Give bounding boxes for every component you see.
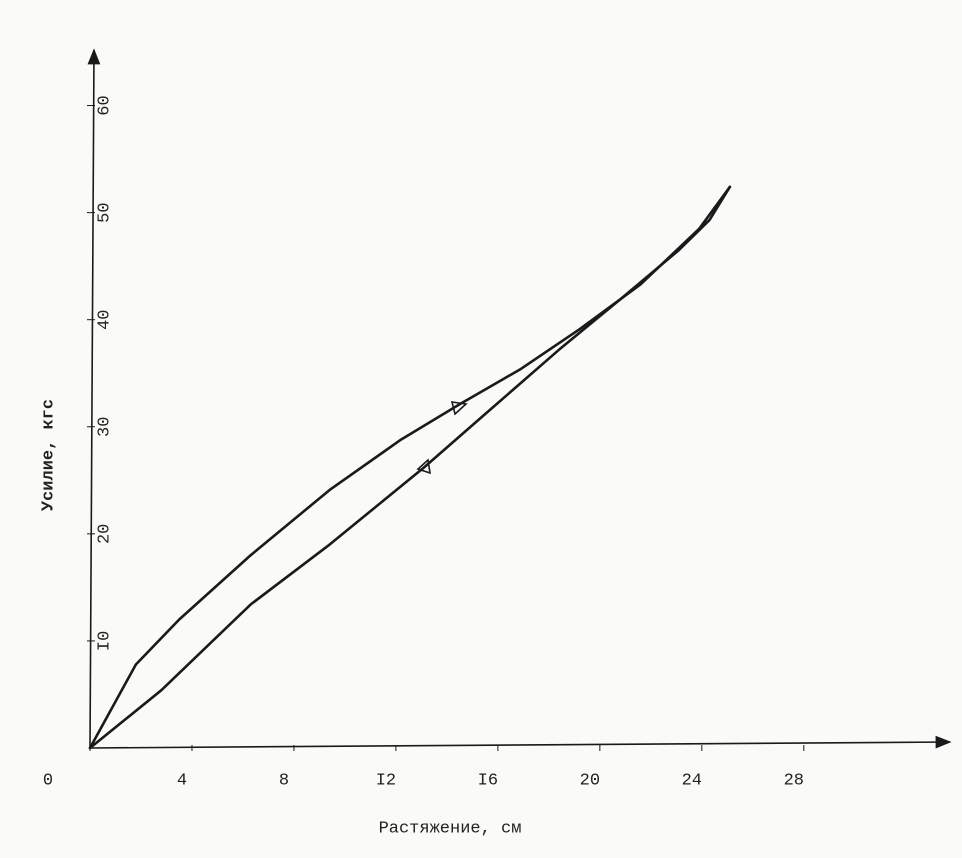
curve (88, 185, 732, 750)
x-tick-label: 8 (279, 771, 289, 790)
x-axis (89, 735, 952, 749)
x-tick-label: 28 (784, 771, 804, 790)
x-tick-label: I6 (478, 771, 498, 790)
y-tick-label: 60 (95, 95, 114, 115)
y-tick-label: I0 (95, 631, 114, 651)
x-tick-label: 24 (682, 771, 702, 790)
y-tick-label: 50 (95, 202, 114, 222)
x-tick-label: 0 (43, 771, 53, 790)
y-tick-label: 30 (95, 417, 114, 437)
x-axis-title: Растяжение, см (379, 819, 522, 838)
y-tick-label: 20 (95, 524, 114, 544)
y-axis-title: Усилие, кгс (39, 399, 58, 511)
x-tick-label: 20 (580, 771, 600, 790)
direction-arrow (416, 458, 431, 475)
y-tick-label: 40 (95, 309, 114, 329)
x-tick-label: 4 (177, 771, 187, 790)
curve (88, 185, 732, 750)
y-axis (87, 48, 101, 749)
x-tick-label: I2 (376, 771, 396, 790)
